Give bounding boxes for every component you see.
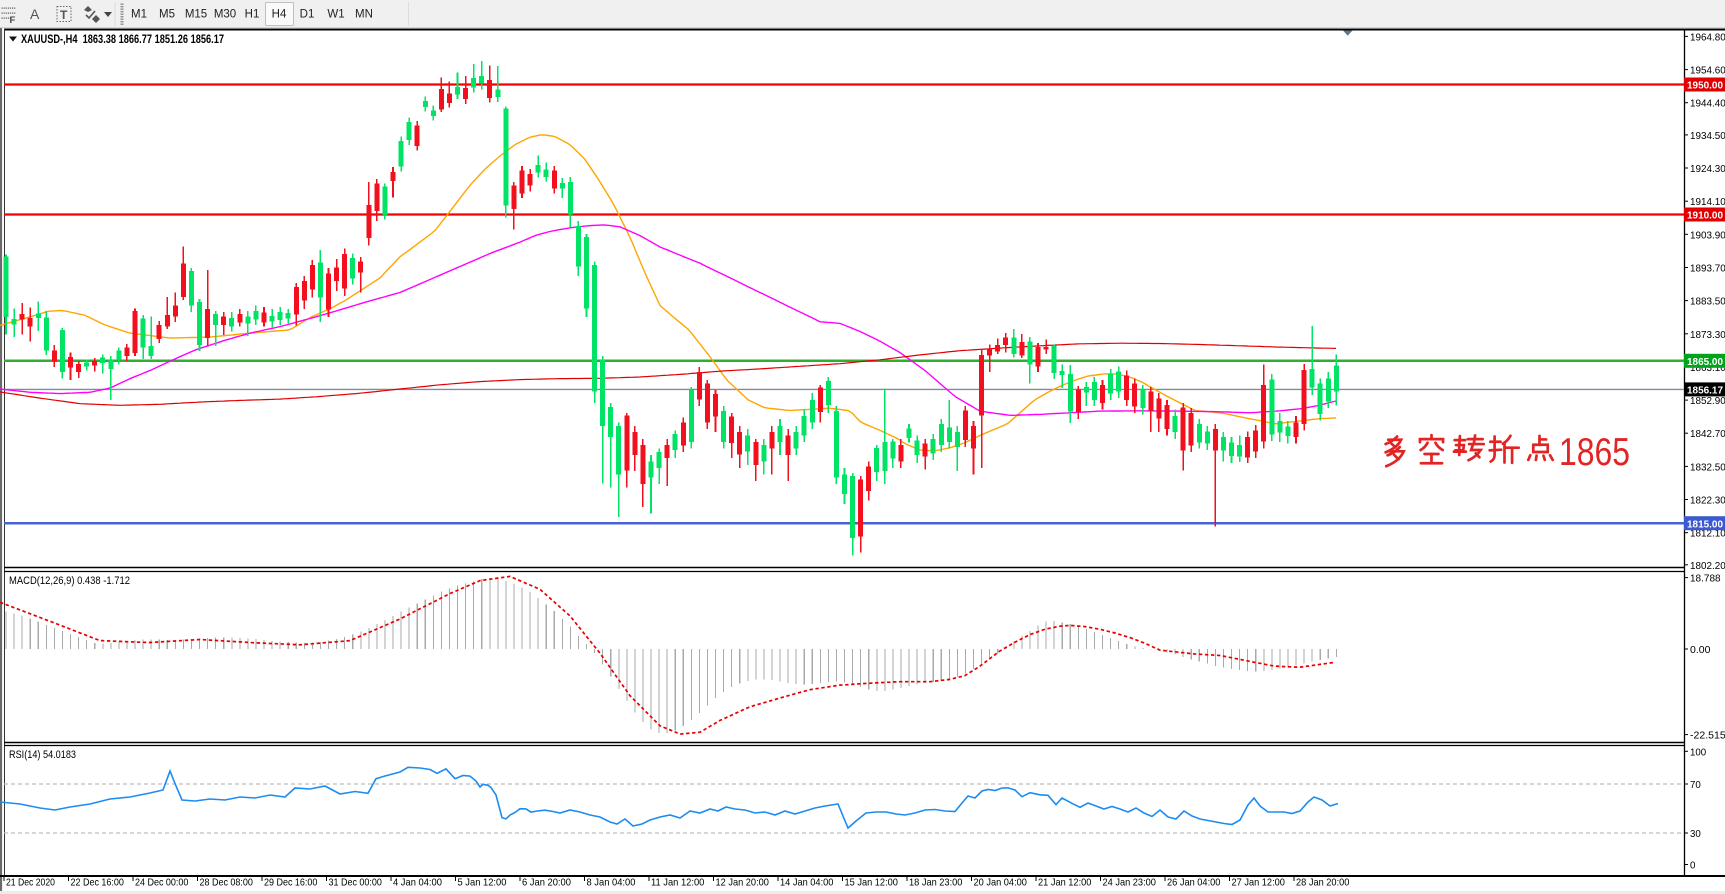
svg-text:1865.00: 1865.00	[1687, 356, 1723, 368]
svg-text:1852.90: 1852.90	[1690, 395, 1725, 407]
svg-text:1944.40: 1944.40	[1690, 98, 1725, 110]
svg-text:0.00: 0.00	[1690, 644, 1711, 656]
svg-text:M30: M30	[214, 9, 236, 21]
svg-text:26 Jan 04:00: 26 Jan 04:00	[1167, 877, 1221, 889]
svg-text:31 Dec 00:00: 31 Dec 00:00	[329, 877, 383, 889]
svg-text:1822.30: 1822.30	[1690, 495, 1725, 507]
svg-text:21 Jan 12:00: 21 Jan 12:00	[1038, 877, 1092, 889]
svg-text:RSI(14) 54.0183: RSI(14) 54.0183	[9, 749, 76, 761]
svg-text:30: 30	[1690, 828, 1701, 840]
svg-text:29 Dec 16:00: 29 Dec 16:00	[264, 877, 318, 889]
svg-text:1815.00: 1815.00	[1687, 519, 1723, 531]
svg-text:4 Jan 04:00: 4 Jan 04:00	[393, 877, 442, 889]
svg-text:A: A	[30, 6, 40, 22]
svg-text:1950.00: 1950.00	[1687, 80, 1723, 92]
svg-text:MN: MN	[355, 9, 373, 21]
svg-text:XAUUSD-,H4 1863.38 1866.77 18: XAUUSD-,H4 1863.38 1866.77 1851.26 1856.…	[21, 34, 224, 46]
svg-text:27 Jan 12:00: 27 Jan 12:00	[1232, 877, 1286, 889]
svg-text:20 Jan 04:00: 20 Jan 04:00	[974, 877, 1028, 889]
svg-text:5 Jan 12:00: 5 Jan 12:00	[458, 877, 507, 889]
svg-text:12 Jan 20:00: 12 Jan 20:00	[716, 877, 770, 889]
svg-text:MACD(12,26,9) 0.438 -1.712: MACD(12,26,9) 0.438 -1.712	[9, 575, 130, 587]
svg-text:M1: M1	[131, 9, 147, 21]
svg-text:1964.80: 1964.80	[1690, 31, 1725, 43]
svg-text:100: 100	[1690, 746, 1706, 758]
svg-text:1802.20: 1802.20	[1690, 560, 1725, 572]
svg-text:1903.90: 1903.90	[1690, 229, 1725, 241]
svg-text:1865: 1865	[1559, 431, 1630, 474]
svg-text:1832.50: 1832.50	[1690, 461, 1725, 473]
svg-text:W1: W1	[327, 9, 344, 21]
svg-text:28 Jan 20:00: 28 Jan 20:00	[1296, 877, 1350, 889]
svg-text:70: 70	[1690, 779, 1701, 791]
svg-text:-22.515: -22.515	[1690, 730, 1725, 742]
svg-text:D1: D1	[300, 9, 315, 21]
svg-text:H4: H4	[272, 9, 287, 21]
svg-text:11 Jan 12:00: 11 Jan 12:00	[651, 877, 705, 889]
svg-text:H1: H1	[245, 9, 260, 21]
svg-text:1954.60: 1954.60	[1690, 65, 1725, 77]
svg-text:21 Dec 2020: 21 Dec 2020	[6, 877, 55, 889]
svg-text:1914.10: 1914.10	[1690, 196, 1725, 208]
svg-text:1842.70: 1842.70	[1690, 428, 1725, 440]
svg-text:1883.50: 1883.50	[1690, 296, 1725, 308]
svg-text:1934.50: 1934.50	[1690, 130, 1725, 142]
svg-text:T: T	[60, 8, 68, 22]
svg-text:F: F	[10, 15, 16, 26]
svg-text:1812.10: 1812.10	[1690, 528, 1725, 540]
svg-text:M15: M15	[185, 9, 207, 21]
svg-text:1910.00: 1910.00	[1687, 210, 1723, 222]
svg-text:22 Dec 16:00: 22 Dec 16:00	[71, 877, 125, 889]
svg-text:18 Jan 23:00: 18 Jan 23:00	[909, 877, 963, 889]
svg-text:8 Jan 04:00: 8 Jan 04:00	[587, 877, 636, 889]
svg-text:1893.70: 1893.70	[1690, 263, 1725, 275]
svg-text:1856.17: 1856.17	[1687, 385, 1723, 397]
svg-text:24 Jan 23:00: 24 Jan 23:00	[1103, 877, 1157, 889]
svg-text:1924.30: 1924.30	[1690, 163, 1725, 175]
svg-text:15 Jan 12:00: 15 Jan 12:00	[845, 877, 899, 889]
svg-text:28 Dec 08:00: 28 Dec 08:00	[200, 877, 254, 889]
svg-text:18.788: 18.788	[1690, 573, 1721, 585]
svg-text:24 Dec 00:00: 24 Dec 00:00	[135, 877, 189, 889]
svg-text:6 Jan 20:00: 6 Jan 20:00	[522, 877, 571, 889]
svg-text:14 Jan 04:00: 14 Jan 04:00	[780, 877, 834, 889]
svg-text:M5: M5	[159, 9, 175, 21]
svg-text:1873.30: 1873.30	[1690, 329, 1725, 341]
svg-text:0: 0	[1690, 860, 1696, 872]
